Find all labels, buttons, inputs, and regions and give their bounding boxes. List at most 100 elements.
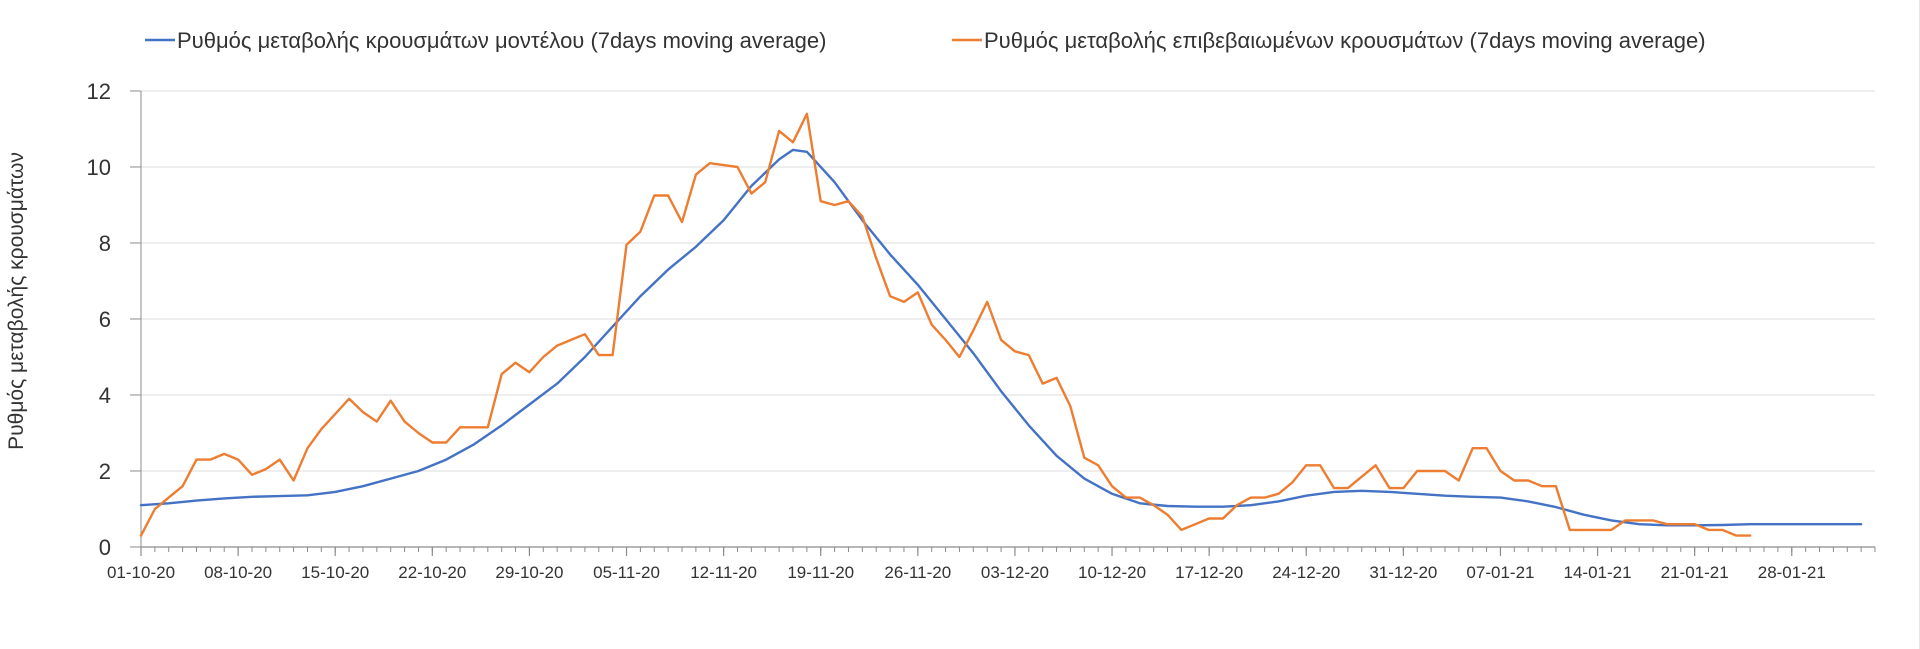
series-0-point xyxy=(1749,523,1751,525)
series-1-point xyxy=(1125,496,1127,498)
series-1-point xyxy=(1721,529,1723,531)
series-1-point xyxy=(847,200,849,202)
series-1-point xyxy=(778,130,780,132)
series-1-point xyxy=(1250,496,1252,498)
legend-label-model: Ρυθμός μεταβολής κρουσμάτων μοντέλου (7d… xyxy=(177,28,826,53)
series-1-point xyxy=(1222,517,1224,519)
series-1-point xyxy=(403,420,405,422)
series-1-point xyxy=(764,181,766,183)
series-0-point xyxy=(1361,490,1363,492)
series-1-point xyxy=(792,141,794,143)
series-1-point xyxy=(473,426,475,428)
x-tick-label-05-11-20: 05-11-20 xyxy=(593,563,660,582)
series-1-point xyxy=(556,344,558,346)
series-0-point xyxy=(1583,514,1585,516)
series-1-point xyxy=(514,362,516,364)
series-0-point xyxy=(445,458,447,460)
series-1-point xyxy=(390,400,392,402)
series-1-point xyxy=(1069,405,1071,407)
series-1-point xyxy=(1527,479,1529,481)
series-0-point xyxy=(639,295,641,297)
series-1-point xyxy=(334,413,336,415)
series-0-point xyxy=(1527,500,1529,502)
series-1-point xyxy=(1361,476,1363,478)
series-0-point xyxy=(1139,502,1141,504)
series-0-point xyxy=(1610,519,1612,521)
series-1 xyxy=(139,112,1752,537)
series-1-point xyxy=(1333,487,1335,489)
series-1-point xyxy=(1513,479,1515,481)
series-0-point xyxy=(168,502,170,504)
series-1-point xyxy=(1042,382,1044,384)
series-1-point xyxy=(1347,487,1349,489)
series-1-point xyxy=(639,230,641,232)
series-1-point xyxy=(1194,523,1196,525)
series-1-point xyxy=(1666,523,1668,525)
series-1-point xyxy=(459,426,461,428)
series-1-point xyxy=(1499,470,1501,472)
series-1-point xyxy=(820,200,822,202)
series-1-point xyxy=(209,458,211,460)
series-1-point xyxy=(917,291,919,293)
gridlines xyxy=(141,90,1875,472)
series-1-point xyxy=(1707,529,1709,531)
series-1-point xyxy=(1652,519,1654,521)
series-1-point xyxy=(306,447,308,449)
series-1-point xyxy=(279,458,281,460)
series-0-point xyxy=(1277,500,1279,502)
x-tick-label-10-12-20: 10-12-20 xyxy=(1078,563,1146,582)
series-0-point xyxy=(1222,506,1224,508)
series-0-point xyxy=(972,352,974,354)
series-0-point xyxy=(1250,504,1252,506)
series-0-point xyxy=(223,497,225,499)
series-1-point xyxy=(1624,519,1626,521)
series-1-point xyxy=(1416,470,1418,472)
y-tick-label-6: 6 xyxy=(99,307,111,332)
series-0-point xyxy=(722,219,724,221)
series-0-point xyxy=(1388,491,1390,493)
series-0-point xyxy=(1860,523,1862,525)
series-1-point xyxy=(1472,447,1474,449)
x-tick-label-08-10-20: 08-10-20 xyxy=(204,563,272,582)
series-1-point xyxy=(1458,479,1460,481)
series-0-point xyxy=(806,151,808,153)
series-1-point xyxy=(292,479,294,481)
series-1-point xyxy=(1680,523,1682,525)
series-1-point xyxy=(154,508,156,510)
series-1-point xyxy=(1430,470,1432,472)
x-tick-label-29-10-20: 29-10-20 xyxy=(495,563,563,582)
series-1-point xyxy=(487,426,489,428)
series-0-point xyxy=(1305,495,1307,497)
series-1-point xyxy=(695,173,697,175)
series-1-point xyxy=(598,354,600,356)
series-1-point xyxy=(181,485,183,487)
series-1-point xyxy=(1111,485,1113,487)
series-0-point xyxy=(279,495,281,497)
series-0 xyxy=(139,148,1863,527)
x-tick-label-19-11-20: 19-11-20 xyxy=(787,563,854,582)
series-1-point xyxy=(1694,523,1696,525)
x-tick-label-03-12-20: 03-12-20 xyxy=(981,563,1049,582)
series-1-point xyxy=(251,474,253,476)
series-0-point xyxy=(889,253,891,255)
y-axis-title: Ρυθμός μεταβολής κρουσμάτων xyxy=(5,152,28,450)
series-line-1 xyxy=(139,112,1752,537)
y-tick-label-8: 8 xyxy=(99,231,111,256)
series-1-point xyxy=(1055,377,1057,379)
series-1-point xyxy=(903,301,905,303)
series-1-point xyxy=(1166,514,1168,516)
series-1-point xyxy=(1374,464,1376,466)
series-0-point xyxy=(140,504,142,506)
series-1-point xyxy=(611,354,613,356)
series-0-point xyxy=(1472,496,1474,498)
x-tick-label-15-10-20: 15-10-20 xyxy=(301,563,369,582)
series-1-point xyxy=(986,301,988,303)
series-1-point xyxy=(140,534,142,536)
y-tick-label-4: 4 xyxy=(99,383,111,408)
y-tick-label-2: 2 xyxy=(99,459,111,484)
series-1-point xyxy=(1208,517,1210,519)
series-1-point xyxy=(722,164,724,166)
series-1-point xyxy=(889,295,891,297)
